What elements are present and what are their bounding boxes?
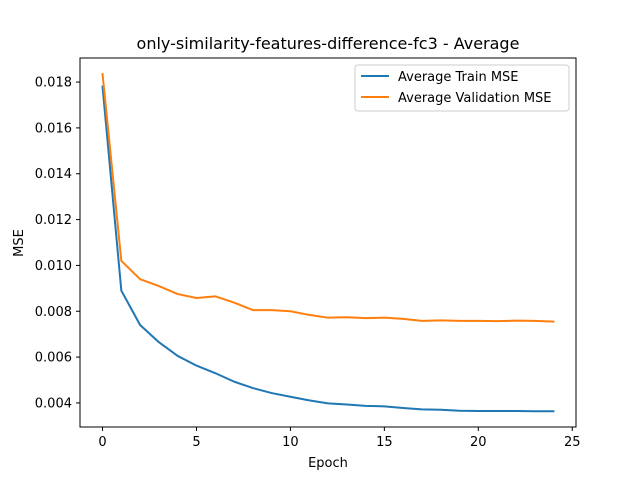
plot-lines	[101, 72, 555, 413]
x-tick-label: 10	[282, 435, 299, 450]
y-tick-label: 0.012	[35, 213, 72, 228]
x-tick-label: 15	[376, 435, 393, 450]
series-line-1	[101, 72, 555, 323]
y-axis-ticks: 0.004 0.006 0.008 0.010 0.012 0.014 0.016 0.018	[35, 76, 80, 411]
x-axis-ticks: 0 5 10 15 20 25	[98, 427, 581, 450]
legend-box	[354, 64, 570, 112]
x-tick-label: 0	[98, 435, 106, 450]
series-line-0	[101, 85, 555, 413]
x-tick-label: 25	[564, 435, 581, 450]
y-tick-label: 0.008	[35, 305, 72, 320]
legend-label-train: Average Train MSE	[398, 70, 519, 85]
y-tick-label: 0.018	[35, 76, 72, 91]
legend-label-validation: Average Validation MSE	[398, 91, 552, 106]
x-tick-label: 20	[470, 435, 487, 450]
chart-title: only-similarity-features-difference-fc3 …	[137, 34, 520, 53]
plot-area-frame	[79, 57, 577, 428]
legend: Average Train MSE Average Validation MSE	[354, 64, 570, 112]
x-tick-label: 5	[192, 435, 200, 450]
y-tick-label: 0.014	[35, 167, 72, 182]
y-tick-label: 0.004	[35, 396, 72, 411]
x-axis-label: Epoch	[308, 456, 348, 471]
y-tick-label: 0.016	[35, 121, 72, 136]
y-tick-label: 0.010	[35, 259, 72, 274]
y-tick-label: 0.006	[35, 351, 72, 366]
y-axis-label: MSE	[12, 229, 27, 257]
